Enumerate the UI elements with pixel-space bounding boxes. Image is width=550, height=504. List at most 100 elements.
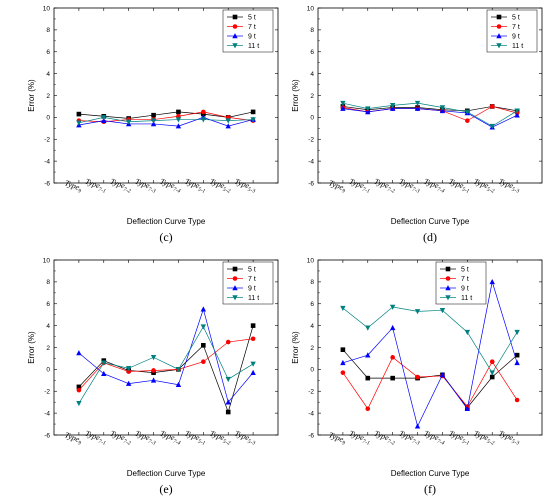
data-point [250, 109, 256, 115]
y-tick-label: -2 [44, 137, 50, 144]
legend-swatch-marker [232, 24, 238, 29]
data-point [390, 375, 395, 381]
y-axis-title: Error (%) [291, 79, 300, 112]
x-tick-label: Type5-1 [447, 177, 472, 195]
data-point [489, 374, 495, 380]
data-point [514, 352, 520, 358]
data-point [465, 118, 470, 123]
y-tick-label: 0 [310, 115, 314, 122]
x-axis-title: Deflection Curve Type [127, 217, 206, 226]
legend-label: 9 t [248, 285, 256, 292]
data-point [101, 117, 107, 123]
data-point [390, 355, 395, 360]
legend-swatch-marker [445, 285, 451, 291]
y-tick-label: 6 [310, 49, 314, 56]
x-tick-label: Type9 [63, 430, 84, 446]
data-point [175, 381, 182, 387]
data-point [489, 278, 495, 285]
data-point [150, 121, 157, 127]
data-point [514, 329, 520, 336]
legend-label: 11 t [461, 295, 472, 302]
data-point [340, 347, 346, 352]
legend-swatch-marker [232, 43, 238, 49]
series-line [342, 356, 518, 410]
x-tick-label: Type5-3 [497, 177, 522, 195]
y-tick-label: 4 [310, 323, 314, 330]
data-point [414, 100, 421, 107]
data-point [76, 384, 82, 390]
x-tick-label: Type7-4 [422, 429, 447, 447]
legend-box [435, 261, 487, 305]
legend-label: 11 t [512, 43, 523, 50]
series-line [78, 307, 254, 403]
data-point [200, 117, 207, 123]
y-axis-title: Error (%) [291, 331, 300, 364]
x-tick-label: Type7-4 [422, 177, 447, 195]
data-point [365, 325, 371, 331]
data-point [464, 109, 471, 115]
data-point [76, 387, 82, 393]
panel-label: (f) [424, 482, 436, 496]
legend-swatch-marker [445, 295, 451, 301]
data-point [175, 123, 182, 129]
data-point [439, 105, 446, 111]
data-point [514, 112, 520, 118]
legend-label: 7 t [248, 24, 256, 31]
x-tick-label: Type5-1 [183, 177, 208, 195]
x-tick-label: Type7-1 [83, 177, 108, 195]
data-point [225, 376, 231, 383]
data-point [439, 308, 446, 314]
data-point [365, 375, 371, 381]
data-point [250, 323, 256, 328]
data-point [439, 371, 446, 378]
data-point [225, 123, 231, 129]
y-tick-label: -4 [308, 410, 314, 417]
x-tick-label: Type5-1 [447, 429, 472, 447]
data-point [514, 359, 520, 366]
data-point [340, 370, 346, 375]
panel-label: (d) [423, 230, 437, 244]
data-point [389, 103, 396, 109]
x-tick-label: Type5-2 [208, 177, 233, 195]
y-axis-title: Error (%) [27, 331, 36, 364]
legend-swatch-marker [445, 276, 451, 281]
x-tick-label: Type5-1 [183, 429, 208, 447]
y-tick-label: 4 [310, 71, 314, 78]
legend-swatch-marker [232, 266, 238, 272]
x-tick-label: Type7-3 [397, 177, 422, 195]
data-point [489, 104, 495, 109]
legend-label: 5 t [512, 14, 520, 21]
x-tick-label: Type7-2 [372, 177, 397, 195]
data-point [414, 105, 421, 111]
y-tick-label: 4 [46, 323, 50, 330]
y-tick-label: 0 [46, 115, 50, 122]
x-tick-label: Type7-3 [133, 429, 158, 447]
data-point [225, 339, 231, 345]
series-line [78, 325, 254, 404]
y-tick-label: -2 [308, 389, 314, 396]
data-point [125, 380, 132, 386]
data-point [250, 117, 256, 123]
series-line [342, 306, 518, 374]
data-point [175, 367, 182, 373]
data-point [414, 309, 421, 315]
series-line [342, 108, 518, 128]
series-line [342, 281, 518, 428]
legend-label: 9 t [461, 285, 469, 292]
legend-label: 7 t [461, 276, 469, 283]
y-tick-label: -4 [308, 158, 314, 165]
x-tick-label: Type7-4 [158, 177, 183, 195]
data-point [101, 360, 107, 366]
y-tick-label: 2 [46, 93, 50, 100]
y-tick-label: 0 [46, 367, 50, 374]
x-tick-label: Type9 [327, 178, 348, 194]
x-tick-label: Type7-3 [397, 429, 422, 447]
data-point [101, 370, 107, 377]
data-point [225, 118, 231, 124]
data-point [125, 119, 132, 125]
legend-swatch-marker [496, 24, 502, 29]
legend-label: 7 t [248, 276, 256, 283]
x-tick-label: Type7-1 [83, 429, 108, 447]
x-tick-label: Type7-1 [347, 429, 372, 447]
